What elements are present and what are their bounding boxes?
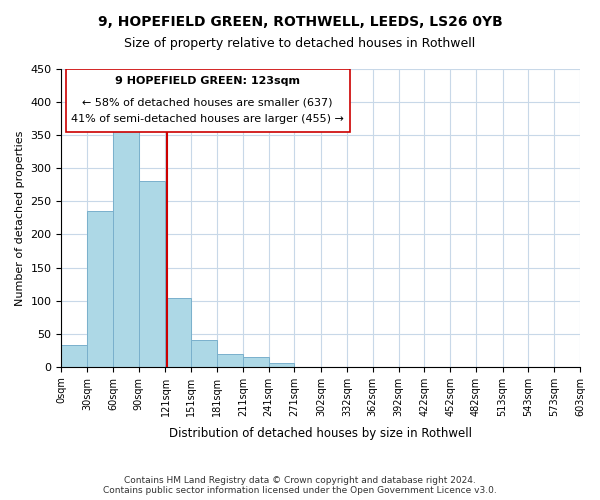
X-axis label: Distribution of detached houses by size in Rothwell: Distribution of detached houses by size … [169, 427, 472, 440]
Text: 41% of semi-detached houses are larger (455) →: 41% of semi-detached houses are larger (… [71, 114, 344, 124]
FancyBboxPatch shape [66, 69, 350, 132]
Bar [87, 212, 113, 367]
Text: Contains HM Land Registry data © Crown copyright and database right 2024.
Contai: Contains HM Land Registry data © Crown c… [103, 476, 497, 495]
Bar [166, 298, 191, 367]
Bar [243, 357, 269, 367]
Text: Size of property relative to detached houses in Rothwell: Size of property relative to detached ho… [124, 38, 476, 51]
Bar [139, 182, 166, 367]
Text: ← 58% of detached houses are smaller (637): ← 58% of detached houses are smaller (63… [82, 97, 333, 107]
Bar [113, 126, 139, 367]
Bar [191, 340, 217, 367]
Text: 9 HOPEFIELD GREEN: 123sqm: 9 HOPEFIELD GREEN: 123sqm [115, 76, 300, 86]
Bar [61, 345, 87, 367]
Text: 9, HOPEFIELD GREEN, ROTHWELL, LEEDS, LS26 0YB: 9, HOPEFIELD GREEN, ROTHWELL, LEEDS, LS2… [98, 15, 502, 29]
Bar [269, 364, 295, 367]
Y-axis label: Number of detached properties: Number of detached properties [15, 130, 25, 306]
Bar [217, 354, 243, 367]
